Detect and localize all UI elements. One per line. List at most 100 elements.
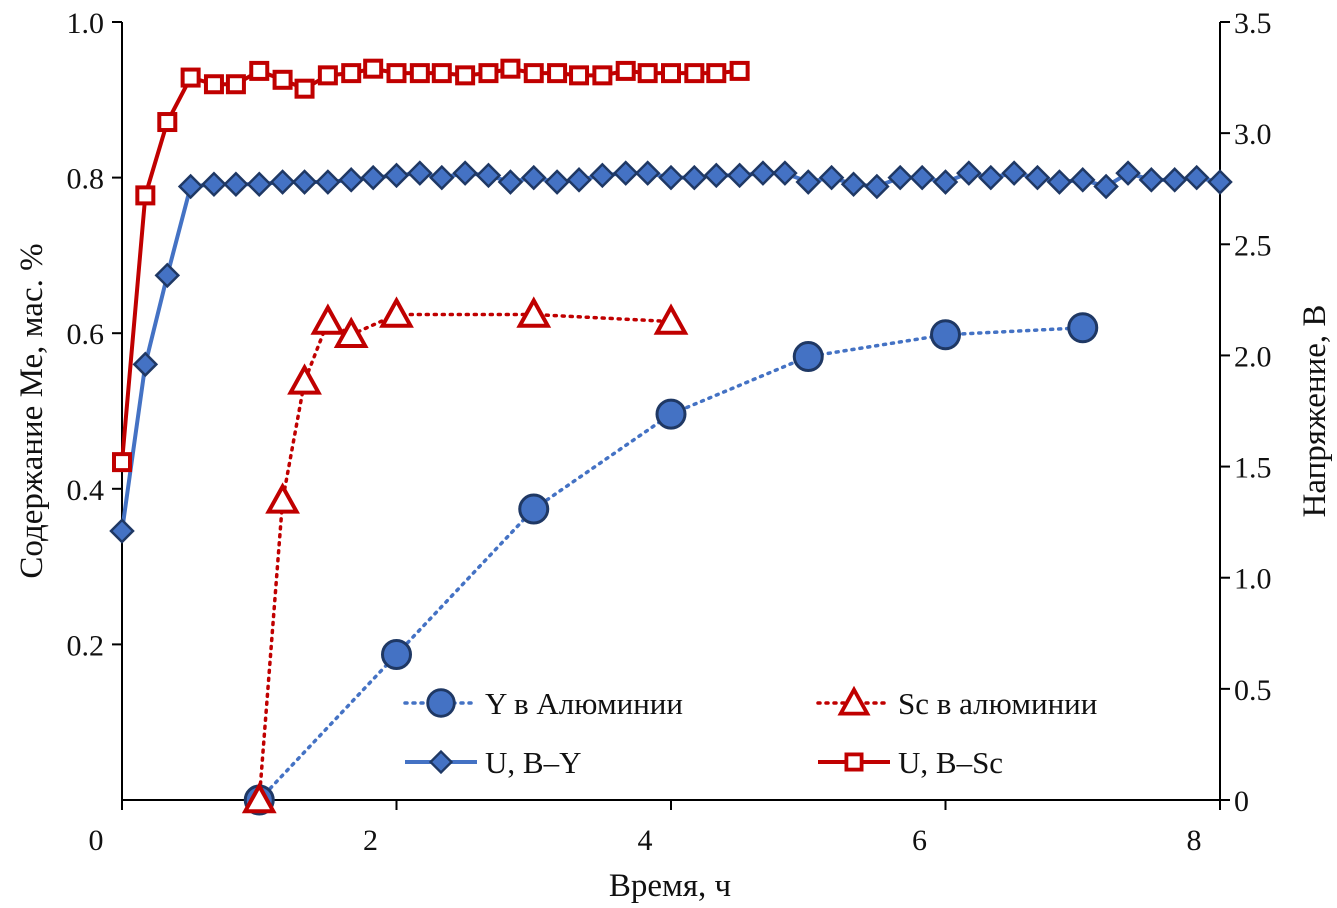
legend-item: Sc в алюминии [816,685,1097,721]
y-left-tick-label: 0.4 [67,474,105,507]
data-point [431,63,452,84]
data-point [684,63,705,84]
data-point [589,162,616,189]
axes: 0 2 4 6 8 0.2 0.4 0.6 0.8 1.0 0 0.5 1.0 1.5 2.0 2.5 3.0 3… [67,7,1272,857]
data-point [112,452,132,473]
data-point [653,303,689,335]
data-point [333,316,369,348]
data-point [132,351,159,378]
legend-item: U, В–Y [405,745,581,780]
data-point [223,171,249,198]
data-point [523,63,544,84]
y-right-tick-label: 1.5 [1234,452,1272,485]
data-point [109,518,135,544]
data-point [455,65,476,86]
data-point [225,74,246,95]
data-point [381,639,412,671]
legend-swatch-marker [428,749,454,775]
data-point [932,169,959,195]
data-point [177,173,204,200]
y-right-tick-label: 3.0 [1234,118,1272,151]
data-point [1207,169,1233,195]
series-layer [109,58,1233,816]
data-point [429,164,455,191]
data-point [547,63,568,84]
data-point [1024,164,1051,191]
data-point [497,169,524,195]
y-right-tick-label: 3.5 [1234,7,1272,40]
data-point [655,398,687,430]
data-point [1115,160,1141,186]
series-markers-0 [243,312,1099,816]
series-markers-1 [241,296,689,814]
series-line-3 [120,66,740,463]
x-axis-title: Время, ч [609,868,731,904]
data-point [681,164,708,191]
data-point [1046,169,1073,195]
y-right-tick-label: 0 [1234,785,1249,818]
data-point [569,65,590,86]
legend-swatch-marker [837,685,871,716]
data-point [518,493,550,525]
y-right-axis-title: Напряжение, В [1297,305,1333,518]
legend-swatch-marker [426,688,456,718]
data-point [475,162,502,189]
data-point [386,63,407,84]
data-point [338,167,364,193]
data-point [379,296,414,328]
data-point [478,63,499,84]
data-point [341,63,362,84]
x-tick-label: 4 [638,824,653,857]
y-left-tick-label: 0.2 [67,629,105,662]
data-point [500,58,521,79]
data-point [750,160,776,186]
data-point [658,164,684,191]
data-point [864,173,890,200]
data-point [516,296,552,328]
data-point [887,164,913,191]
data-point [135,185,156,206]
data-point [1138,167,1165,193]
data-point [265,482,300,514]
data-point [383,162,410,189]
legend-label: U, В–Sc [898,745,1003,780]
data-point [157,112,178,133]
data-point [315,169,341,195]
data-point [203,74,224,95]
y-left-axis-title: Содержание Ме, мас. % [14,243,50,578]
data-point [566,167,592,193]
x-tick-label: 0 [89,824,104,857]
y-right-tick-label: 2.5 [1234,229,1272,262]
data-point [1161,167,1188,193]
data-point [246,171,273,198]
data-point [241,781,277,814]
data-point [615,60,636,81]
legend: Y в Алюминии Sc в алюминии U, В–Y U, В–Sc [403,685,1097,780]
data-point [544,169,570,195]
data-point [795,169,822,195]
data-point [294,78,315,99]
data-point [272,69,293,90]
data-point [772,160,798,186]
data-point [154,262,181,289]
data-point [592,65,613,86]
data-point [909,164,935,191]
x-tick-label: 2 [363,824,378,857]
legend-label: Sc в алюминии [898,686,1097,721]
data-point [930,319,961,351]
data-point [201,171,227,198]
legend-item: Y в Алюминии [403,686,683,721]
data-point [792,341,824,373]
series-line-1 [257,312,673,802]
legend-swatch-marker [844,752,864,772]
series-markers-2 [109,160,1233,544]
data-point [287,363,322,395]
y-left-tick-label: 1.0 [67,7,105,40]
data-point [612,160,639,186]
y-right-tick-label: 2.0 [1234,340,1272,373]
data-point [661,63,681,84]
data-point [317,65,338,86]
data-point [703,162,730,189]
data-point [452,160,478,186]
